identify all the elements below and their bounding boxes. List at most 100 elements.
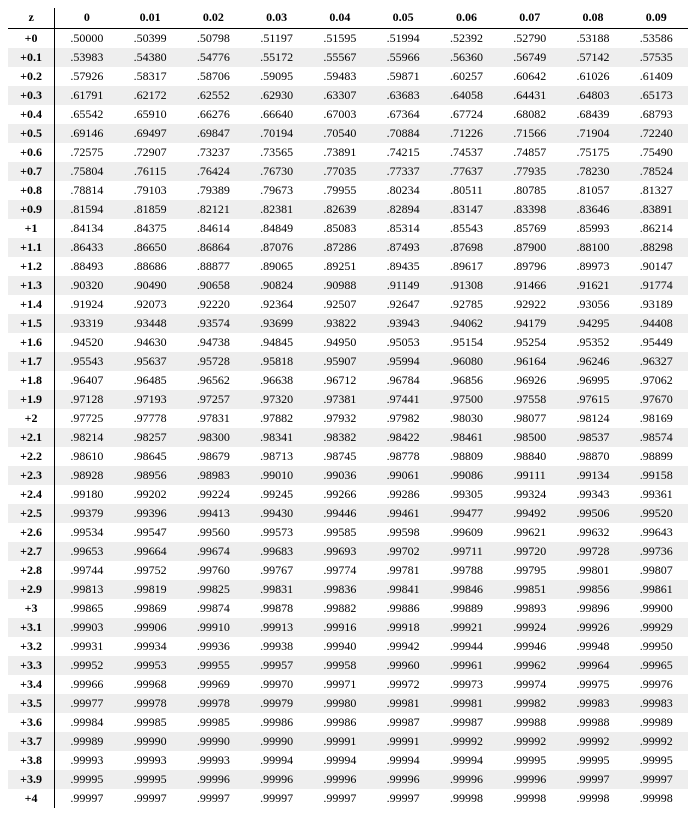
value-cell: .62172: [118, 86, 181, 105]
value-cell: .99980: [308, 694, 371, 713]
col-header: 0.01: [118, 8, 181, 29]
value-cell: .99993: [182, 751, 245, 770]
value-cell: .73891: [308, 143, 371, 162]
value-cell: .99938: [245, 637, 308, 656]
value-cell: .98422: [372, 428, 435, 447]
value-cell: .96562: [182, 371, 245, 390]
value-cell: .89065: [245, 257, 308, 276]
value-cell: .99931: [55, 637, 119, 656]
table-row: +0.3.61791.62172.62552.62930.63307.63683…: [8, 86, 688, 105]
value-cell: .96638: [245, 371, 308, 390]
value-cell: .51994: [372, 29, 435, 49]
value-cell: .87076: [245, 238, 308, 257]
table-row: +0.2.57926.58317.58706.59095.59483.59871…: [8, 67, 688, 86]
value-cell: .96407: [55, 371, 119, 390]
value-cell: .99998: [435, 789, 498, 808]
value-cell: .98169: [625, 409, 688, 428]
value-cell: .84614: [182, 219, 245, 238]
value-cell: .65910: [118, 105, 181, 124]
value-cell: .77637: [435, 162, 498, 181]
value-cell: .86864: [182, 238, 245, 257]
value-cell: .99609: [435, 523, 498, 542]
value-cell: .63307: [308, 86, 371, 105]
value-cell: .90147: [625, 257, 688, 276]
col-header: 0.04: [308, 8, 371, 29]
value-cell: .99560: [182, 523, 245, 542]
value-cell: .96712: [308, 371, 371, 390]
value-cell: .99993: [118, 751, 181, 770]
value-cell: .99760: [182, 561, 245, 580]
value-cell: .99983: [625, 694, 688, 713]
value-cell: .98745: [308, 447, 371, 466]
value-cell: .95728: [182, 352, 245, 371]
value-cell: .72907: [118, 143, 181, 162]
value-cell: .99010: [245, 466, 308, 485]
value-cell: .91149: [372, 276, 435, 295]
value-cell: .99997: [372, 789, 435, 808]
value-cell: .99061: [372, 466, 435, 485]
value-cell: .53983: [55, 48, 119, 67]
value-cell: .98899: [625, 447, 688, 466]
value-cell: .94295: [561, 314, 624, 333]
value-cell: .99918: [372, 618, 435, 637]
value-cell: .99969: [182, 675, 245, 694]
value-cell: .97128: [55, 390, 119, 409]
value-cell: .61791: [55, 86, 119, 105]
value-cell: .92507: [308, 295, 371, 314]
value-cell: .69847: [182, 124, 245, 143]
value-cell: .98030: [435, 409, 498, 428]
value-cell: .84375: [118, 219, 181, 238]
value-cell: .99985: [118, 713, 181, 732]
value-cell: .74857: [498, 143, 561, 162]
col-header: 0.06: [435, 8, 498, 29]
value-cell: .87286: [308, 238, 371, 257]
value-cell: .99134: [561, 466, 624, 485]
value-cell: .99413: [182, 504, 245, 523]
value-cell: .87900: [498, 238, 561, 257]
value-cell: .96327: [625, 352, 688, 371]
value-cell: .85314: [372, 219, 435, 238]
table-row: +1.6.94520.94630.94738.94845.94950.95053…: [8, 333, 688, 352]
value-cell: .99981: [372, 694, 435, 713]
value-cell: .85993: [561, 219, 624, 238]
value-cell: .98809: [435, 447, 498, 466]
z-label: +0.3: [8, 86, 55, 105]
value-cell: .63683: [372, 86, 435, 105]
value-cell: .56749: [498, 48, 561, 67]
value-cell: .99936: [182, 637, 245, 656]
value-cell: .99992: [625, 732, 688, 751]
value-cell: .98341: [245, 428, 308, 447]
value-cell: .94845: [245, 333, 308, 352]
value-cell: .73565: [245, 143, 308, 162]
value-cell: .99621: [498, 523, 561, 542]
z-label: +3.7: [8, 732, 55, 751]
value-cell: .94950: [308, 333, 371, 352]
value-cell: .91924: [55, 295, 119, 314]
value-cell: .99720: [498, 542, 561, 561]
value-cell: .98840: [498, 447, 561, 466]
value-cell: .59095: [245, 67, 308, 86]
value-cell: .99379: [55, 504, 119, 523]
value-cell: .91308: [435, 276, 498, 295]
table-row: +3.99865.99869.99874.99878.99882.99886.9…: [8, 599, 688, 618]
value-cell: .80511: [435, 181, 498, 200]
value-cell: .54380: [118, 48, 181, 67]
table-row: +3.6.99984.99985.99985.99986.99986.99987…: [8, 713, 688, 732]
value-cell: .94408: [625, 314, 688, 333]
value-cell: .99989: [625, 713, 688, 732]
value-cell: .99744: [55, 561, 119, 580]
table-row: +0.1.53983.54380.54776.55172.55567.55966…: [8, 48, 688, 67]
value-cell: .97441: [372, 390, 435, 409]
value-cell: .89973: [561, 257, 624, 276]
value-cell: .90320: [55, 276, 119, 295]
value-cell: .76115: [118, 162, 181, 181]
value-cell: .99865: [55, 599, 119, 618]
value-cell: .96080: [435, 352, 498, 371]
value-cell: .68793: [625, 105, 688, 124]
value-cell: .89251: [308, 257, 371, 276]
value-cell: .99547: [118, 523, 181, 542]
z-label: +2: [8, 409, 55, 428]
value-cell: .99361: [625, 485, 688, 504]
value-cell: .99979: [245, 694, 308, 713]
value-cell: .75490: [625, 143, 688, 162]
